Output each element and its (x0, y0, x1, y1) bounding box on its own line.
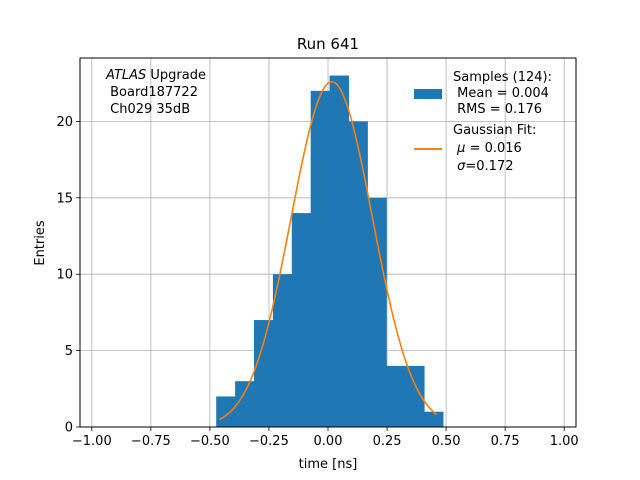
histogram-bar (310, 90, 331, 428)
x-axis-ticks: −1.00 −0.75 −0.50 −0.25 0.00 0.25 0.50 0.75 1.00 (72, 427, 579, 449)
histogram-bar (254, 320, 274, 427)
legend-samples-rms: RMS = 0.176 (453, 102, 542, 117)
mu-symbol: μ (456, 141, 465, 156)
legend: Samples (124): Mean = 0.004 RMS = 0.176 … (414, 70, 552, 174)
y-tick-label: 5 (65, 344, 73, 359)
legend-fit-title: Gaussian Fit: (453, 123, 536, 138)
y-axis-ticks: 0 5 10 15 20 (56, 115, 80, 436)
annotation-line-3: Ch029 35dB (106, 102, 190, 117)
legend-samples-title: Samples (124): (453, 70, 552, 85)
x-tick-label: 1.00 (550, 434, 579, 449)
x-tick-label: −0.25 (249, 434, 289, 449)
chart-title: Run 641 (297, 35, 359, 53)
y-tick-label: 20 (56, 115, 73, 130)
histogram-bar (367, 197, 387, 427)
histogram-bar (272, 274, 293, 427)
legend-fit-mu: μ = 0.016 (453, 141, 522, 156)
legend-samples-mean: Mean = 0.004 (453, 86, 549, 101)
x-tick-label: −0.50 (190, 434, 230, 449)
x-axis-label: time [ns] (299, 457, 358, 472)
mu-value: = 0.016 (465, 141, 521, 156)
histogram-bar (424, 411, 444, 427)
histogram-bar (235, 381, 255, 427)
y-tick-label: 0 (65, 421, 73, 436)
annotation-line-1: ATLAS Upgrade (105, 68, 206, 83)
x-tick-label: −0.75 (131, 434, 171, 449)
histogram-bar (329, 75, 349, 428)
legend-samples-patch (414, 89, 442, 99)
sigma-value: =0.172 (465, 159, 513, 174)
histogram-bar (216, 396, 236, 427)
x-tick-label: −1.00 (72, 434, 112, 449)
gaussian-fit-curve (218, 80, 438, 421)
histogram-bar (386, 365, 406, 427)
annotation-line-2: Board187722 (106, 85, 198, 100)
annotation-atlas: ATLAS (105, 68, 146, 83)
legend-fit-sigma: σ=0.172 (453, 159, 514, 174)
annotation-block: ATLAS Upgrade Board187722 Ch029 35dB (105, 68, 206, 117)
x-tick-label: 0.25 (373, 434, 402, 449)
histogram-bars (216, 75, 444, 428)
y-tick-label: 15 (56, 191, 73, 206)
sigma-symbol: σ (457, 159, 466, 174)
histogram-bar (348, 121, 368, 427)
y-tick-label: 10 (56, 268, 73, 283)
x-tick-label: 0.50 (432, 434, 461, 449)
annotation-upgrade: Upgrade (146, 68, 206, 83)
y-axis-label: Entries (33, 220, 48, 266)
histogram-bar (291, 213, 312, 427)
x-tick-label: 0.00 (314, 434, 343, 449)
x-tick-label: 0.75 (491, 434, 520, 449)
histogram-bar (405, 365, 425, 427)
